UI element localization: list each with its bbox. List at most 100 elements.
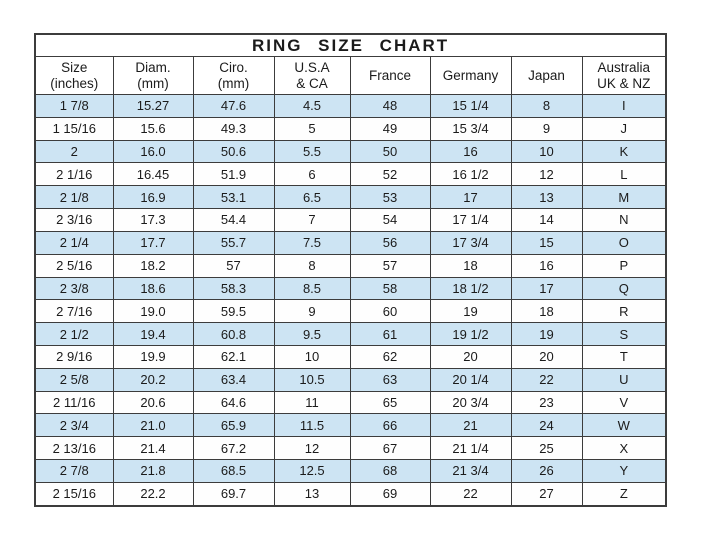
- table-cell: 68: [349, 459, 431, 483]
- column-header-line1: Australia: [597, 59, 651, 75]
- column-header: Germany: [429, 56, 512, 95]
- table-row: 2 15/16 22.2 69.7 13 69 22 27 Z: [34, 481, 667, 507]
- table-cell: 16.9: [112, 185, 194, 210]
- table-cell: 51.9: [192, 162, 275, 187]
- column-header: Diam. (mm): [112, 56, 194, 95]
- table-cell: 22.2: [112, 481, 194, 507]
- table-cell: 59.5: [192, 299, 275, 324]
- table-cell: 49.3: [192, 116, 275, 141]
- column-header: Ciro. (mm): [192, 56, 275, 95]
- table-row: 2 7/16 19.0 59.5 9 60 19 18 R: [34, 299, 667, 324]
- table-cell: 16: [429, 139, 512, 164]
- table-cell: 16 1/2: [429, 162, 512, 187]
- table-cell: 2 9/16: [34, 344, 114, 369]
- table-cell: 19.0: [112, 299, 194, 324]
- table-cell: 16: [510, 253, 583, 278]
- table-cell: 10.5: [273, 367, 351, 392]
- table-cell: 12: [273, 436, 351, 460]
- table-cell: 18.6: [112, 276, 194, 301]
- table-cell: 18.2: [112, 253, 194, 278]
- column-header-line1: France: [368, 67, 412, 83]
- table-row: 2 1/8 16.9 53.1 6.5 53 17 13 M: [34, 185, 667, 210]
- column-header-line1: Ciro.: [219, 59, 248, 75]
- table-cell: Q: [581, 276, 667, 301]
- table-cell: M: [581, 185, 667, 210]
- table-cell: 23: [510, 390, 583, 415]
- table-cell: N: [581, 208, 667, 232]
- column-header: U.S.A & CA: [273, 56, 351, 95]
- table-cell: V: [581, 390, 667, 415]
- table-cell: 61: [349, 322, 431, 346]
- table-cell: 5: [273, 116, 351, 141]
- table-cell: 15.6: [112, 116, 194, 141]
- table-cell: 2 7/8: [34, 459, 114, 483]
- table-cell: 17 3/4: [429, 230, 512, 255]
- table-cell: 1 7/8: [34, 94, 114, 118]
- table-cell: 62.1: [192, 344, 275, 369]
- table-cell: 69.7: [192, 481, 275, 507]
- table-cell: X: [581, 436, 667, 460]
- column-header-line1: Diam.: [135, 59, 171, 75]
- table-cell: 63: [349, 367, 431, 392]
- table-cell: O: [581, 230, 667, 255]
- table-cell: 19.9: [112, 344, 194, 369]
- ring-size-table: RING SIZE CHART Size (inches) Diam. (mm) Cir…: [34, 33, 668, 507]
- table-cell: K: [581, 139, 667, 164]
- table-body: 1 7/8 15.27 47.6 4.5 48 15 1/4 8 I 1 15/16 15.6 49…: [34, 94, 667, 507]
- table-cell: 2 15/16: [34, 481, 114, 507]
- table-cell: 53.1: [192, 185, 275, 210]
- table-cell: 53: [349, 185, 431, 210]
- table-row: 2 5/16 18.2 57 8 57 18 16 P: [34, 253, 667, 278]
- table-cell: 69: [349, 481, 431, 507]
- table-cell: 1 15/16: [34, 116, 114, 141]
- table-cell: Z: [581, 481, 667, 507]
- table-cell: 2 1/2: [34, 322, 114, 346]
- table-cell: 66: [349, 413, 431, 438]
- table-row: 2 1/2 19.4 60.8 9.5 61 19 1/2 19 S: [34, 322, 667, 346]
- table-cell: 2 3/4: [34, 413, 114, 438]
- table-cell: 2 5/8: [34, 367, 114, 392]
- table-cell: I: [581, 94, 667, 118]
- table-row: 2 3/16 17.3 54.4 7 54 17 1/4 14 N: [34, 208, 667, 232]
- table-cell: 21: [429, 413, 512, 438]
- table-cell: 60: [349, 299, 431, 324]
- table-cell: 65: [349, 390, 431, 415]
- table-cell: 6: [273, 162, 351, 187]
- table-cell: 62: [349, 344, 431, 369]
- table-cell: 17.7: [112, 230, 194, 255]
- table-cell: 18 1/2: [429, 276, 512, 301]
- table-cell: 18: [510, 299, 583, 324]
- column-header: Australia UK & NZ: [581, 56, 667, 95]
- table-cell: 20.2: [112, 367, 194, 392]
- table-cell: 16.45: [112, 162, 194, 187]
- table-cell: 10: [273, 344, 351, 369]
- table-cell: 19: [510, 322, 583, 346]
- table-cell: R: [581, 299, 667, 324]
- column-header-line1: U.S.A: [294, 59, 330, 75]
- table-cell: 2 5/16: [34, 253, 114, 278]
- table-cell: 54: [349, 208, 431, 232]
- table-cell: 57: [192, 253, 275, 278]
- table-cell: 58: [349, 276, 431, 301]
- table-row: 1 7/8 15.27 47.6 4.5 48 15 1/4 8 I: [34, 94, 667, 118]
- table-cell: 7: [273, 208, 351, 232]
- table-row: 2 5/8 20.2 63.4 10.5 63 20 1/4 22 U: [34, 367, 667, 392]
- table-cell: 25: [510, 436, 583, 460]
- table-cell: 49: [349, 116, 431, 141]
- table-cell: 19: [429, 299, 512, 324]
- title-row: RING SIZE CHART: [34, 33, 667, 57]
- table-cell: 50.6: [192, 139, 275, 164]
- table-cell: 14: [510, 208, 583, 232]
- table-cell: 4.5: [273, 94, 351, 118]
- column-header: Size (inches): [34, 56, 114, 95]
- page-title: RING SIZE CHART: [34, 33, 667, 57]
- table-row: 2 13/16 21.4 67.2 12 67 21 1/4 25 X: [34, 436, 667, 460]
- column-header-line1: Size: [61, 59, 88, 75]
- header-row: Size (inches) Diam. (mm) Ciro. (mm) U.S.A & CA F…: [34, 56, 667, 95]
- table-cell: 6.5: [273, 185, 351, 210]
- table-cell: 15: [510, 230, 583, 255]
- table-cell: S: [581, 322, 667, 346]
- table-cell: 2 1/8: [34, 185, 114, 210]
- table-cell: 11.5: [273, 413, 351, 438]
- table-cell: 12.5: [273, 459, 351, 483]
